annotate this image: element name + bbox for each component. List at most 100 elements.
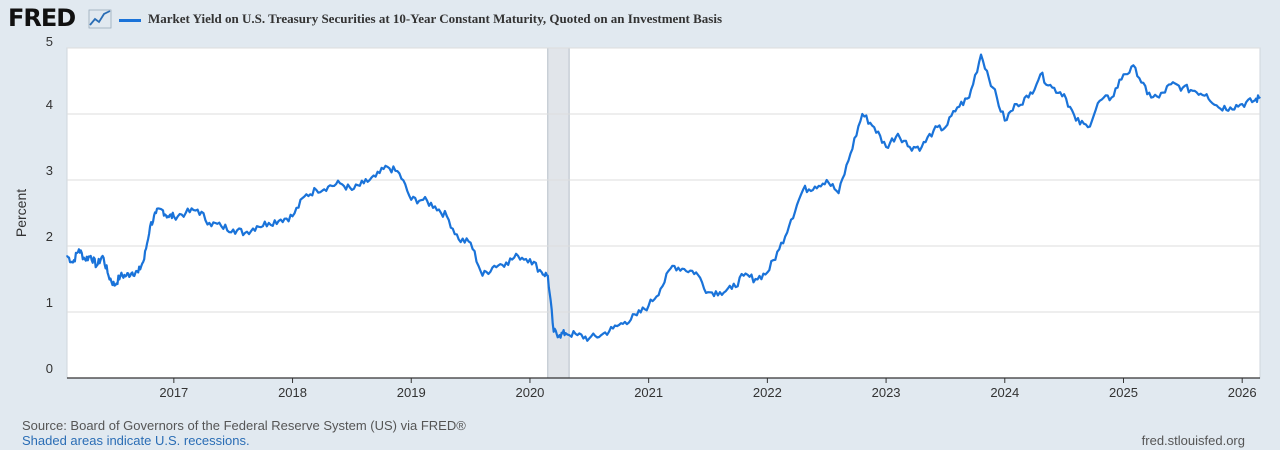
data-point (980, 53, 982, 56)
data-point (446, 215, 448, 218)
data-point (1205, 93, 1208, 95)
y-tick-label: 1 (46, 295, 53, 310)
x-tick-label: 2018 (278, 385, 307, 400)
x-tick-label: 2019 (397, 385, 426, 400)
data-point (398, 172, 401, 175)
data-point (588, 337, 591, 340)
data-point (493, 265, 496, 267)
data-point (107, 274, 110, 277)
data-point (95, 265, 98, 267)
chart-header: FRED Market Yield on U.S. Treasury Secur… (0, 0, 1280, 40)
fred-logo[interactable]: FRED (8, 4, 76, 32)
data-point (155, 212, 157, 214)
data-point (742, 274, 745, 277)
gridlines (67, 47, 1260, 313)
data-point (624, 321, 626, 323)
data-point (481, 274, 484, 277)
y-tick-label: 4 (46, 97, 53, 112)
data-point (161, 208, 163, 211)
chart-footer: Source: Board of Governors of the Federa… (22, 418, 466, 448)
data-point (552, 331, 555, 333)
data-point (600, 334, 602, 336)
y-tick-label: 3 (46, 163, 53, 178)
x-tick-label: 2022 (753, 385, 782, 400)
data-point (89, 255, 92, 257)
data-point (849, 152, 852, 155)
data-point (66, 255, 68, 257)
data-point (1051, 86, 1054, 89)
recession-shade (547, 47, 570, 379)
data-point (1039, 73, 1042, 76)
data-point (547, 274, 549, 277)
data-point (754, 278, 757, 280)
data-point (707, 291, 709, 294)
data-point (517, 255, 519, 257)
data-point (196, 208, 199, 211)
site-link[interactable]: fred.stlouisfed.org (1141, 433, 1245, 448)
data-point (208, 222, 211, 224)
data-point (1217, 106, 1220, 109)
data-point (861, 113, 864, 115)
x-tick-label: 2024 (990, 385, 1019, 400)
data-point (374, 175, 377, 178)
data-point (837, 192, 840, 194)
data-point (315, 189, 318, 191)
data-point (125, 274, 128, 277)
data-point (873, 126, 875, 128)
data-point (1027, 96, 1030, 99)
data-point (766, 271, 769, 274)
data-point (279, 218, 282, 221)
data-point (576, 334, 579, 336)
data-point (636, 314, 638, 317)
data-point (1146, 93, 1148, 95)
data-point (78, 248, 80, 251)
data-point (244, 232, 246, 234)
data-point (1193, 90, 1196, 92)
data-point (149, 225, 151, 227)
data-point (143, 258, 145, 261)
y-tick-label: 5 (46, 34, 53, 49)
data-point (778, 248, 780, 251)
legend-swatch (119, 19, 141, 22)
data-point (541, 271, 543, 274)
data-point (612, 327, 614, 330)
data-point (119, 274, 122, 277)
data-point (469, 241, 472, 244)
data-point (671, 265, 674, 267)
data-point (529, 258, 531, 261)
data-point (558, 334, 561, 336)
data-point (814, 185, 816, 188)
x-axis-ticks: 2017 2018 2019 2020 2021 2022 2023 2024 2025 2026 (159, 378, 1257, 400)
data-point (897, 133, 899, 135)
data-point (1087, 126, 1089, 128)
data-point (1259, 96, 1261, 99)
legend-label: Market Yield on U.S. Treasury Securities… (148, 11, 723, 26)
data-point (327, 185, 330, 188)
data-point (339, 182, 341, 185)
data-point (647, 304, 650, 307)
data-point (1158, 96, 1160, 99)
x-tick-label: 2025 (1109, 385, 1138, 400)
data-point (564, 332, 567, 334)
data-point (1182, 86, 1184, 89)
data-point (719, 291, 721, 294)
data-point (72, 261, 74, 264)
data-point (1075, 119, 1077, 122)
data-point (1015, 103, 1018, 105)
data-point (84, 258, 86, 261)
data-point (256, 225, 258, 227)
data-point (1098, 100, 1101, 102)
data-point (167, 215, 169, 218)
data-point (885, 146, 887, 148)
data-point (291, 215, 294, 218)
data-point (101, 255, 104, 257)
recession-note[interactable]: Shaded areas indicate U.S. recessions. (22, 433, 250, 448)
data-point (968, 96, 970, 99)
data-point (1253, 100, 1255, 102)
data-point (232, 228, 234, 231)
data-point (1170, 83, 1172, 86)
data-point (268, 222, 270, 224)
data-point (956, 106, 959, 109)
data-point (731, 288, 733, 290)
data-point (659, 288, 662, 290)
